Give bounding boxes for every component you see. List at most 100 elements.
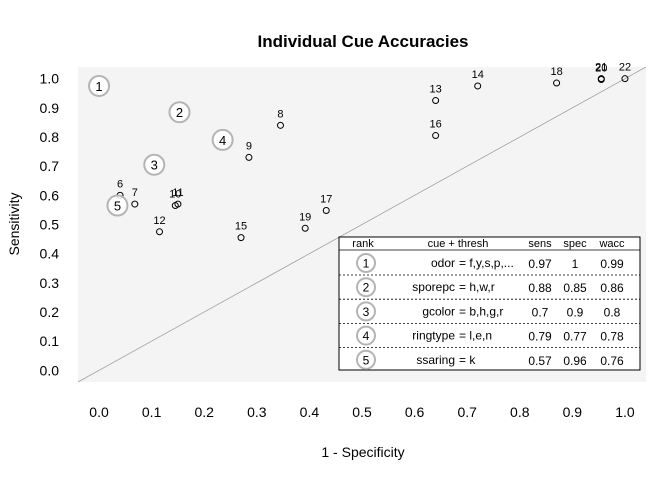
header-rank: rank xyxy=(352,238,374,250)
point-marker xyxy=(553,79,561,87)
top-cue-circle xyxy=(211,128,234,151)
x-axis-label: 1 - Specificity xyxy=(321,444,404,460)
point-label: 9 xyxy=(246,140,252,152)
header-sens: sens xyxy=(528,238,552,250)
x-tick-label: 0.0 xyxy=(89,404,109,420)
top-cue-circle xyxy=(106,194,129,217)
top-cue-marker: 2 xyxy=(168,101,191,124)
table-frame xyxy=(338,236,641,371)
point-label: 16 xyxy=(430,119,442,131)
y-tick-label: 0.9 xyxy=(40,100,60,116)
cue-summary-table: rank cue + thresh sens spec wacc 1 odor = f,y,s… xyxy=(338,236,641,371)
point-label: 6 xyxy=(117,178,123,190)
y-tick-label: 0.3 xyxy=(40,275,60,291)
cue-point: 18 xyxy=(550,66,563,87)
row-wacc: 0.76 xyxy=(600,354,624,368)
point-label: 21 xyxy=(595,62,607,74)
x-tick-label: 0.2 xyxy=(194,404,214,420)
point-label: 8 xyxy=(277,108,283,120)
top-cue-rank: 1 xyxy=(95,79,102,94)
x-tick-label: 0.9 xyxy=(563,404,583,420)
row-wacc: 0.86 xyxy=(600,281,624,295)
row-sens: 0.57 xyxy=(528,354,552,368)
point-marker xyxy=(276,121,284,129)
row-rank: 2 xyxy=(363,281,370,295)
row-threshold: = h,w,r xyxy=(459,280,495,294)
chart-title: Individual Cue Accuracies xyxy=(258,32,469,51)
point-marker xyxy=(597,75,605,83)
row-threshold: = k xyxy=(459,353,476,367)
point-marker xyxy=(621,75,629,83)
top-cue-markers: 1 2 3 4 5 xyxy=(88,74,234,217)
point-marker xyxy=(131,200,139,208)
y-tick-label: 0.5 xyxy=(40,217,60,233)
cue-point: 13 xyxy=(430,84,442,105)
table-row: 5 ssaring = k 0.57 0.96 0.76 xyxy=(356,349,624,370)
x-tick-label: 0.6 xyxy=(405,404,425,420)
top-cue-circle xyxy=(143,153,166,176)
table-row: 3 gcolor = b,h,g,r 0.7 0.9 0.8 xyxy=(339,301,640,324)
top-cue-marker: 1 xyxy=(88,74,111,97)
point-label: 17 xyxy=(320,194,332,206)
top-cue-marker: 4 xyxy=(211,128,234,151)
row-threshold: = f,y,s,p,... xyxy=(459,256,514,270)
point-label: 22 xyxy=(619,62,631,74)
cue-point: 15 xyxy=(235,221,247,242)
table-header-row: rank cue + thresh sens spec wacc xyxy=(352,238,625,250)
row-spec: 0.96 xyxy=(563,354,587,368)
y-tick-label: 1.0 xyxy=(40,71,60,87)
x-tick-label: 0.3 xyxy=(247,404,267,420)
cue-point: 19 xyxy=(299,211,311,232)
table-row: 1 odor = f,y,s,p,... 0.97 1 0.99 xyxy=(339,253,640,276)
row-cue-name: ringtype xyxy=(412,329,455,343)
row-sens: 0.97 xyxy=(528,257,552,271)
row-rank-circle xyxy=(356,277,376,298)
row-cue-name: odor xyxy=(431,256,455,270)
y-tick-label: 0.6 xyxy=(40,187,60,203)
cue-point: 14 xyxy=(472,69,484,90)
y-axis-label: Sensitivity xyxy=(6,192,22,255)
top-cue-marker: 3 xyxy=(143,153,166,176)
row-rank: 1 xyxy=(363,257,370,271)
point-marker xyxy=(322,207,330,214)
cue-point: 9 xyxy=(245,140,253,161)
row-wacc: 0.78 xyxy=(600,330,624,344)
point-label: 10 xyxy=(169,189,181,201)
point-label: 20 xyxy=(595,63,607,75)
point-label: 18 xyxy=(550,66,562,78)
cue-point: 16 xyxy=(430,119,442,140)
cue-point: 7 xyxy=(131,187,139,208)
row-spec: 1 xyxy=(572,257,579,271)
row-rank: 5 xyxy=(363,353,370,367)
row-rank-circle xyxy=(356,253,376,273)
cue-point: 21 xyxy=(595,62,607,83)
point-label: 13 xyxy=(430,84,442,96)
y-tick-label: 0.7 xyxy=(40,158,60,174)
x-tick-label: 1.0 xyxy=(615,404,635,420)
row-sens: 0.7 xyxy=(532,305,549,319)
row-rank: 3 xyxy=(363,305,370,319)
row-rank-circle xyxy=(356,325,376,346)
point-label: 12 xyxy=(153,215,165,227)
point-marker xyxy=(156,228,164,236)
top-cue-circle xyxy=(88,74,111,97)
y-tick-label: 0.2 xyxy=(40,304,60,320)
row-rank-circle xyxy=(356,349,376,370)
row-cue-name: sporepc xyxy=(412,280,455,294)
row-wacc: 0.99 xyxy=(600,257,624,271)
point-label: 11 xyxy=(172,187,183,199)
row-cue-name: gcolor xyxy=(422,304,455,318)
cue-point: 12 xyxy=(153,215,166,236)
row-rank-circle xyxy=(356,301,376,322)
top-cue-rank: 3 xyxy=(151,158,158,173)
point-marker xyxy=(474,82,482,90)
point-label: 7 xyxy=(132,187,138,199)
row-spec: 0.77 xyxy=(563,330,587,344)
diagonal-reference-line xyxy=(78,67,646,382)
header-wacc: wacc xyxy=(598,238,625,250)
row-spec: 0.9 xyxy=(567,305,584,319)
x-axis-ticks: 0.0 0.1 0.2 0.3 0.4 0.5 0.6 0.7 0.8 0.9 1.0 xyxy=(89,404,635,420)
x-tick-label: 0.5 xyxy=(352,404,372,420)
